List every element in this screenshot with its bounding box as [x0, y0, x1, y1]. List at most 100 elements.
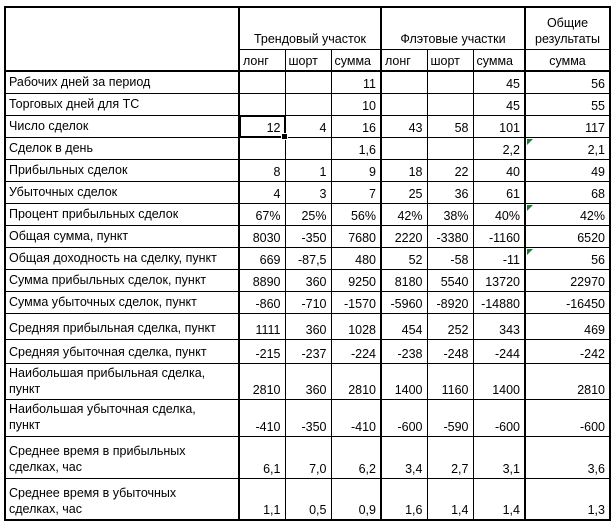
value-cell[interactable]: 101	[472, 114, 526, 138]
value-cell[interactable]: -237	[284, 338, 332, 364]
value-cell[interactable]	[380, 70, 428, 94]
value-cell[interactable]: 56	[524, 246, 611, 270]
value-cell[interactable]: 22	[426, 158, 474, 182]
value-cell[interactable]: -1160	[472, 224, 526, 248]
value-cell[interactable]: 1400	[380, 362, 428, 400]
value-cell[interactable]: 9250	[330, 268, 382, 292]
col-header-flat-short[interactable]: шорт	[426, 48, 474, 72]
value-cell[interactable]: -860	[238, 290, 286, 314]
value-cell[interactable]: 360	[284, 312, 332, 340]
value-cell[interactable]: 1,4	[472, 477, 526, 521]
value-cell[interactable]: 1,6	[330, 136, 382, 160]
value-cell[interactable]	[284, 70, 332, 94]
value-cell[interactable]: 68	[524, 180, 611, 204]
row-label-cell[interactable]: Сумма убыточных сделок, пункт	[4, 290, 240, 314]
value-cell[interactable]: -11	[472, 246, 526, 270]
value-cell[interactable]: 61	[472, 180, 526, 204]
value-cell[interactable]: -248	[426, 338, 474, 364]
value-cell[interactable]: -238	[380, 338, 428, 364]
corner-cell[interactable]	[4, 6, 240, 72]
value-cell[interactable]: 42%	[380, 202, 428, 226]
row-label-cell[interactable]: Общая сумма, пункт	[4, 224, 240, 248]
value-cell[interactable]: 2,7	[426, 435, 474, 479]
value-cell[interactable]: 0,5	[284, 477, 332, 521]
value-cell[interactable]: 1028	[330, 312, 382, 340]
row-label-cell[interactable]: Процент прибыльных сделок	[4, 202, 240, 226]
value-cell[interactable]: 8030	[238, 224, 286, 248]
group-header-flat[interactable]: Флэтовые участки	[380, 6, 526, 50]
value-cell[interactable]: 8180	[380, 268, 428, 292]
value-cell[interactable]: 1,1	[238, 477, 286, 521]
value-cell[interactable]: 0,9	[330, 477, 382, 521]
col-header-trend-long[interactable]: лонг	[238, 48, 286, 72]
col-header-trend-short[interactable]: шорт	[284, 48, 332, 72]
value-cell[interactable]: -710	[284, 290, 332, 314]
value-cell[interactable]: 52	[380, 246, 428, 270]
col-header-total-sum[interactable]: сумма	[524, 48, 611, 72]
row-label-cell[interactable]: Сделок в день	[4, 136, 240, 160]
value-cell[interactable]	[426, 70, 474, 94]
value-cell[interactable]	[426, 136, 474, 160]
value-cell[interactable]: 25%	[284, 202, 332, 226]
value-cell[interactable]: 45	[472, 70, 526, 94]
value-cell[interactable]: 252	[426, 312, 474, 340]
value-cell[interactable]: 38%	[426, 202, 474, 226]
value-cell[interactable]	[238, 70, 286, 94]
group-header-total[interactable]: Общие результаты	[524, 6, 611, 50]
row-label-cell[interactable]: Наибольшая убыточная сделка, пункт	[4, 399, 240, 437]
value-cell[interactable]: 45	[472, 92, 526, 116]
row-label-cell[interactable]: Сумма прибыльных сделок, пункт	[4, 268, 240, 292]
value-cell[interactable]: 13720	[472, 268, 526, 292]
value-cell[interactable]: -58	[426, 246, 474, 270]
row-label-cell[interactable]: Рабочих дней за период	[4, 70, 240, 94]
col-header-flat-long[interactable]: лонг	[380, 48, 428, 72]
value-cell[interactable]: 2810	[524, 362, 611, 400]
value-cell[interactable]	[238, 136, 286, 160]
value-cell[interactable]	[284, 136, 332, 160]
value-cell[interactable]: -3380	[426, 224, 474, 248]
value-cell[interactable]	[380, 92, 428, 116]
value-cell[interactable]: 4	[238, 180, 286, 204]
value-cell[interactable]: 469	[524, 312, 611, 340]
value-cell[interactable]: 42%	[524, 202, 611, 226]
value-cell[interactable]: 40	[472, 158, 526, 182]
value-cell[interactable]: -244	[472, 338, 526, 364]
value-cell[interactable]: 58	[426, 114, 474, 138]
value-cell[interactable]: 669	[238, 246, 286, 270]
value-cell[interactable]: 3,6	[524, 435, 611, 479]
value-cell[interactable]: -215	[238, 338, 286, 364]
row-label-cell[interactable]: Число сделок	[4, 114, 240, 138]
value-cell[interactable]: 7680	[330, 224, 382, 248]
selected-cell[interactable]: 12	[238, 114, 288, 140]
value-cell[interactable]: 16	[330, 114, 382, 138]
value-cell[interactable]: 49	[524, 158, 611, 182]
value-cell[interactable]: 1	[284, 158, 332, 182]
value-cell[interactable]: -8920	[426, 290, 474, 314]
value-cell[interactable]: 2810	[238, 362, 286, 400]
value-cell[interactable]: -242	[524, 338, 611, 364]
value-cell[interactable]: -410	[330, 399, 382, 437]
value-cell[interactable]: 4	[284, 114, 332, 138]
value-cell[interactable]: 11	[330, 70, 382, 94]
value-cell[interactable]: 8	[238, 158, 286, 182]
value-cell[interactable]: -87,5	[284, 246, 332, 270]
value-cell[interactable]: 6,1	[238, 435, 286, 479]
value-cell[interactable]: 1400	[472, 362, 526, 400]
value-cell[interactable]: 18	[380, 158, 428, 182]
value-cell[interactable]: 343	[472, 312, 526, 340]
value-cell[interactable]: 5540	[426, 268, 474, 292]
value-cell[interactable]: 56	[524, 70, 611, 94]
row-label-cell[interactable]: Убыточных сделок	[4, 180, 240, 204]
value-cell[interactable]: 2,1	[524, 136, 611, 160]
row-label-cell[interactable]: Среднее время в прибыльных сделках, час	[4, 435, 240, 479]
value-cell[interactable]: 36	[426, 180, 474, 204]
value-cell[interactable]: 3,1	[472, 435, 526, 479]
value-cell[interactable]: 2220	[380, 224, 428, 248]
row-label-cell[interactable]: Средняя прибыльная сделка, пункт	[4, 312, 240, 340]
value-cell[interactable]: 10	[330, 92, 382, 116]
value-cell[interactable]: -590	[426, 399, 474, 437]
value-cell[interactable]: -350	[284, 399, 332, 437]
value-cell[interactable]: 1,6	[380, 477, 428, 521]
value-cell[interactable]: 6,2	[330, 435, 382, 479]
value-cell[interactable]: -16450	[524, 290, 611, 314]
